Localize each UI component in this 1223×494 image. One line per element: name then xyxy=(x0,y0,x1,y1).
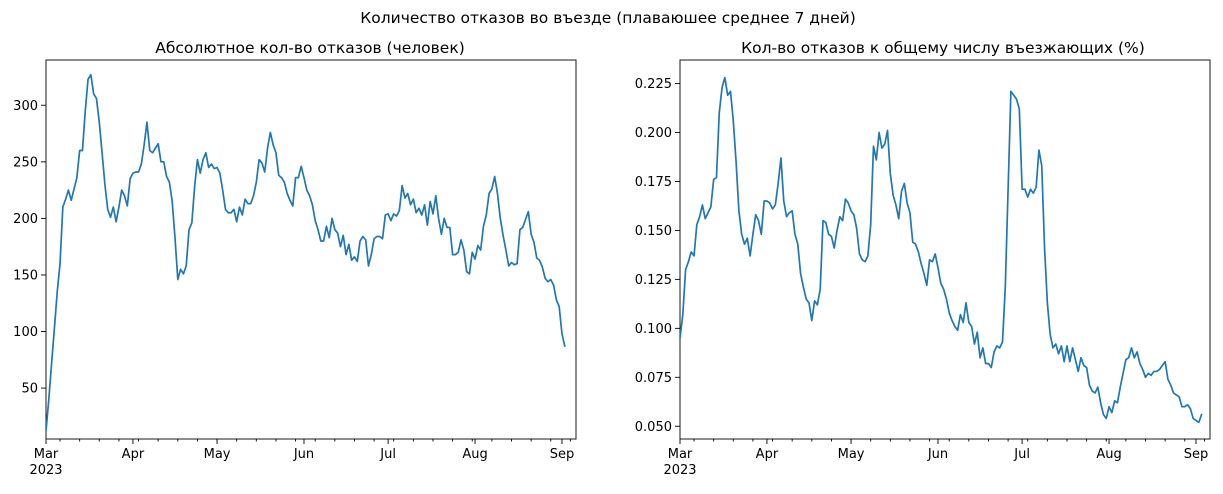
y-tick-label: 0.100 xyxy=(635,322,672,337)
chart-title-share: Кол-во отказов к общему числу въезжающих… xyxy=(741,39,1145,57)
chart-absolute-refusals: Абсолютное кол-во отказов (человек) Mar2… xyxy=(13,39,577,478)
x-tick-label: Aug xyxy=(462,447,487,462)
y-tick-label: 100 xyxy=(13,325,38,340)
x-tick-year-label: 2023 xyxy=(29,463,62,478)
figure-suptitle: Количество отказов во въезде (плаваюшее … xyxy=(360,9,856,27)
chart-refusal-share: Кол-во отказов к общему числу въезжающих… xyxy=(635,39,1211,478)
x-tick-label: May xyxy=(204,447,231,462)
x-tick-label: Mar xyxy=(34,447,59,462)
x-tick-label: Sep xyxy=(1184,447,1209,462)
x-tick-label: Apr xyxy=(122,447,145,462)
series-line xyxy=(46,73,566,432)
y-tick-label: 0.225 xyxy=(635,77,672,92)
plot-frame xyxy=(45,59,577,440)
series-line xyxy=(680,76,1203,424)
y-tick-label: 250 xyxy=(13,155,38,170)
x-tick-label: Sep xyxy=(550,447,575,462)
y-tick-label: 0.150 xyxy=(635,224,672,239)
x-tick-label: Jul xyxy=(379,447,396,462)
y-tick-label: 150 xyxy=(13,268,38,283)
x-tick-label: May xyxy=(838,447,865,462)
x-tick-label: Jun xyxy=(293,447,314,462)
y-tick-label: 300 xyxy=(13,99,38,114)
y-tick-label: 0.125 xyxy=(635,273,672,288)
chart-title-absolute: Абсолютное кол-во отказов (человек) xyxy=(155,39,465,57)
y-tick-label: 0.175 xyxy=(635,175,672,190)
plot-frame xyxy=(679,59,1211,440)
x-tick-label: Jun xyxy=(927,447,948,462)
y-tick-label: 50 xyxy=(21,382,38,397)
x-tick-label: Jul xyxy=(1013,447,1030,462)
x-tick-year-label: 2023 xyxy=(663,463,696,478)
y-tick-label: 200 xyxy=(13,212,38,227)
y-tick-label: 0.050 xyxy=(635,420,672,435)
x-tick-label: Mar xyxy=(668,447,693,462)
x-tick-label: Apr xyxy=(756,447,779,462)
y-tick-label: 0.075 xyxy=(635,371,672,386)
y-tick-label: 0.200 xyxy=(635,126,672,141)
x-tick-label: Aug xyxy=(1096,447,1121,462)
